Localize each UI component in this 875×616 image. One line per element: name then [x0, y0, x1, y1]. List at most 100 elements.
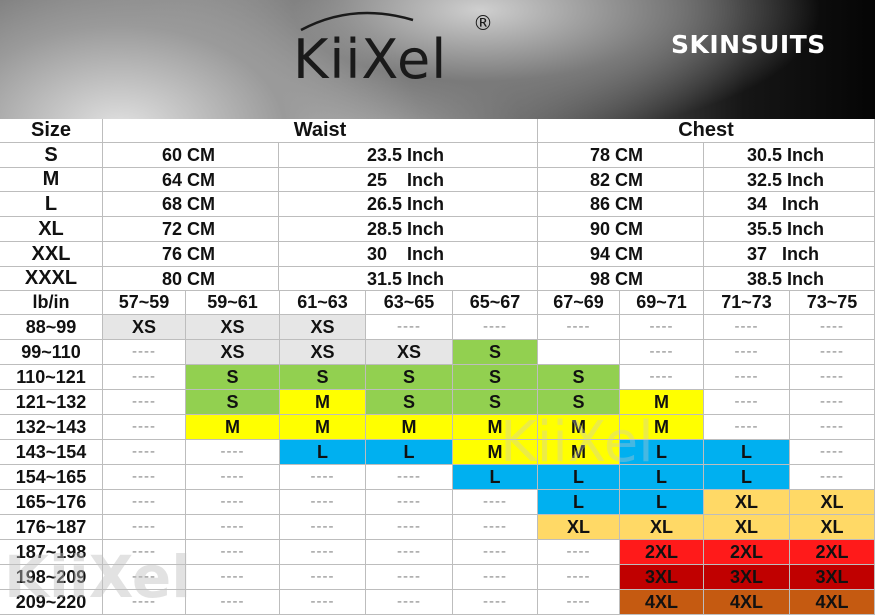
size-cell-l: L: [620, 440, 704, 465]
empty-size-cell: ----: [366, 540, 453, 565]
size-cell-s: S: [366, 365, 453, 390]
chest-cm: 94 CM: [590, 244, 644, 264]
chest-inch: 35.5 Inch: [747, 219, 825, 239]
weight-range-label: 154~165: [0, 465, 103, 490]
size-label: XXXL: [0, 267, 103, 291]
size-cell-xl: XL: [704, 490, 790, 515]
height-range-header: 67~69: [538, 291, 620, 315]
waist-cm: 68 CM: [162, 194, 216, 214]
height-range-header: 61~63: [280, 291, 366, 315]
size-cell-xl: XL: [538, 515, 620, 540]
empty-size-cell: ----: [790, 365, 875, 390]
waist-cm: 72 CM: [162, 219, 216, 239]
lb-in-label: lb/in: [0, 291, 103, 315]
size-cell-xs: XS: [186, 340, 280, 365]
banner: KiiXel ® SKINSUITS: [0, 0, 875, 119]
empty-size-cell: ----: [280, 515, 366, 540]
height-range-header: 59~61: [186, 291, 280, 315]
weight-range-label: 165~176: [0, 490, 103, 515]
empty-size-cell: ----: [103, 540, 186, 565]
size-label: XXL: [0, 242, 103, 267]
svg-text:®: ®: [473, 11, 493, 35]
size-cell-3xl: 3XL: [620, 565, 704, 590]
chest-cm: 90 CM: [590, 219, 644, 239]
height-range-header: 69~71: [620, 291, 704, 315]
size-cell-4xl: 4XL: [704, 590, 790, 615]
empty-size-cell: ----: [620, 365, 704, 390]
size-label: M: [0, 168, 103, 192]
size-cell-m: M: [280, 415, 366, 440]
size-cell-m: M: [186, 415, 280, 440]
size-cell-m: M: [538, 440, 620, 465]
size-cell-xs: XS: [366, 340, 453, 365]
size-cell-2xl: 2XL: [620, 540, 704, 565]
empty-size-cell: ----: [704, 415, 790, 440]
size-cell-l: L: [366, 440, 453, 465]
chest-cm-cell: [538, 168, 704, 192]
size-label: XL: [0, 217, 103, 242]
size-cell-s: S: [538, 390, 620, 415]
empty-size-cell: ----: [453, 590, 538, 615]
waist-inch: 25 Inch: [367, 170, 445, 190]
size-cell-l: L: [620, 490, 704, 515]
size-cell-m: M: [620, 415, 704, 440]
waist-cm-cell: [103, 267, 279, 291]
empty-size-cell: ----: [366, 490, 453, 515]
size-cell-m: M: [366, 415, 453, 440]
waist-inch-cell: [279, 168, 538, 192]
weight-range-label: 209~220: [0, 590, 103, 615]
empty-size-cell: ----: [186, 490, 280, 515]
weight-range-label: 99~110: [0, 340, 103, 365]
size-cell-l: L: [453, 465, 538, 490]
empty-size-cell: ----: [538, 540, 620, 565]
empty-size-cell: ----: [790, 415, 875, 440]
empty-size-cell: ----: [186, 540, 280, 565]
waist-cm-cell: [103, 192, 279, 217]
svg-text:KiiXel: KiiXel: [293, 28, 447, 90]
size-cell-m: M: [280, 390, 366, 415]
empty-size-cell: ----: [103, 565, 186, 590]
size-cell-3xl: 3XL: [790, 565, 875, 590]
empty-size-cell: ----: [186, 590, 280, 615]
empty-size-cell: ----: [453, 565, 538, 590]
empty-size-cell: ----: [103, 365, 186, 390]
waist-inch: 28.5 Inch: [367, 219, 445, 239]
waist-inch-cell: [279, 192, 538, 217]
empty-size-cell: ----: [366, 515, 453, 540]
empty-size-cell: ----: [620, 315, 704, 340]
size-cell-xl: XL: [704, 515, 790, 540]
weight-range-label: 198~209: [0, 565, 103, 590]
size-cell-s: S: [538, 365, 620, 390]
size-cell-s: S: [280, 365, 366, 390]
waist-cm: 80 CM: [162, 269, 216, 289]
size-cell-s: S: [186, 390, 280, 415]
chest-inch: 30.5 Inch: [747, 145, 825, 165]
chest-cm-cell: [538, 267, 704, 291]
chest-cm-cell: [538, 143, 704, 168]
size-cell-l: L: [704, 440, 790, 465]
empty-size-cell: ----: [280, 590, 366, 615]
weight-range-label: 121~132: [0, 390, 103, 415]
chest-header: Chest: [538, 119, 875, 143]
empty-size-cell: ----: [453, 540, 538, 565]
size-cell-s: S: [453, 365, 538, 390]
waist-cm-cell: [103, 143, 279, 168]
waist-inch-cell: [279, 143, 538, 168]
chest-cm-cell: [538, 192, 704, 217]
empty-size-cell: ----: [538, 565, 620, 590]
empty-size-cell: ----: [280, 540, 366, 565]
size-cell-4xl: 4XL: [620, 590, 704, 615]
empty-size-cell: ----: [280, 565, 366, 590]
waist-cm-cell: [103, 168, 279, 192]
weight-range-label: 187~198: [0, 540, 103, 565]
empty-size-cell: ----: [366, 315, 453, 340]
empty-size-cell: ----: [538, 315, 620, 340]
size-cell-3xl: 3XL: [704, 565, 790, 590]
size-label: L: [0, 192, 103, 217]
empty-size-cell: ----: [704, 340, 790, 365]
size-cell-m: M: [620, 390, 704, 415]
height-range-header: 65~67: [453, 291, 538, 315]
empty-size-cell: ----: [186, 565, 280, 590]
waist-cm: 64 CM: [162, 170, 216, 190]
